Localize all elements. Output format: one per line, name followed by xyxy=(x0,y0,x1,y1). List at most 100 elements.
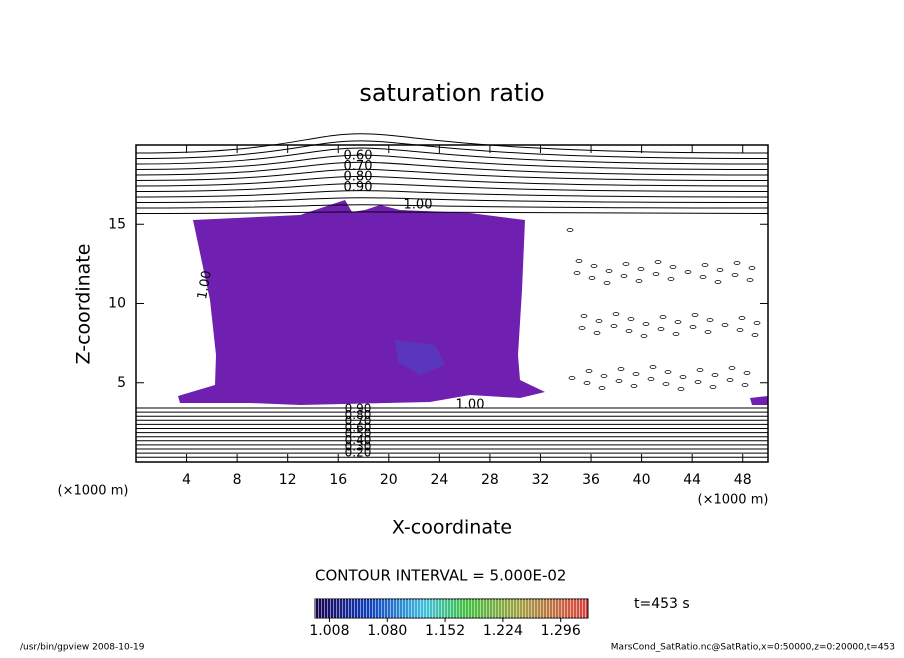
contour-label: 0.90 xyxy=(345,402,372,416)
x-tick-label: 16 xyxy=(329,472,347,488)
contour-cell xyxy=(677,387,685,391)
contour-cell xyxy=(746,278,754,282)
contour-cell xyxy=(620,274,628,278)
contour-label: 0.30 xyxy=(345,439,372,453)
contour-cell xyxy=(694,380,702,384)
contour-cell xyxy=(743,371,751,375)
contour-cell xyxy=(657,327,665,331)
contour-cell xyxy=(664,370,672,374)
contour-interval: CONTOUR INTERVAL = 5.000E-02 xyxy=(315,567,566,585)
colorbar-tick-label: 1.296 xyxy=(541,623,581,639)
x-tick-label: 12 xyxy=(279,472,297,488)
x-unit: (×1000 m) xyxy=(698,493,769,508)
x-tick-label: 32 xyxy=(532,472,550,488)
contour-label: 1.00 xyxy=(404,198,433,213)
contour-line xyxy=(135,161,769,176)
contour-cell xyxy=(622,262,630,266)
contour-cell xyxy=(632,372,640,376)
contour-cell xyxy=(578,326,586,330)
colorbar-tick-label: 1.152 xyxy=(425,623,465,639)
contour-cell xyxy=(696,368,704,372)
x-tick-label: 8 xyxy=(233,472,242,488)
contour-cell xyxy=(568,376,576,380)
contour-cell xyxy=(751,333,759,337)
contour-label: 0.60 xyxy=(344,149,373,164)
contour-cell xyxy=(642,322,650,326)
contour-cell xyxy=(679,375,687,379)
contour-cell xyxy=(731,273,739,277)
contour-label: 0.70 xyxy=(345,414,372,428)
contour-line xyxy=(135,197,769,203)
x-axis-label: X-coordinate xyxy=(392,517,512,539)
contour-cell xyxy=(654,260,662,264)
y-tick-label: 10 xyxy=(108,296,126,312)
contour-cell xyxy=(706,318,714,322)
contour-line xyxy=(135,204,769,209)
contour-cell xyxy=(637,267,645,271)
footer-right: MarsCond_SatRatio.nc@SatRatio,x=0:50000,… xyxy=(611,643,895,653)
x-tick-label: 48 xyxy=(734,472,752,488)
contour-cell xyxy=(595,319,603,323)
x-tick-label: 40 xyxy=(633,472,651,488)
x-tick-label: 36 xyxy=(582,472,600,488)
contour-label: 1.00 xyxy=(195,269,215,300)
contour-cell xyxy=(583,381,591,385)
y-tick-label: 5 xyxy=(117,375,126,391)
contour-cell xyxy=(590,264,598,268)
contour-cell xyxy=(652,272,660,276)
contour-cell xyxy=(674,320,682,324)
time-label: t=453 s xyxy=(634,596,690,612)
contour-cell xyxy=(753,321,761,325)
contour-cell xyxy=(733,261,741,265)
colorbar-tick-label: 1.080 xyxy=(367,623,407,639)
contour-label: 0.90 xyxy=(344,180,373,195)
contour-line xyxy=(135,140,769,159)
footer-left: /usr/bin/gpview 2008-10-19 xyxy=(20,643,145,653)
contour-label: 0.80 xyxy=(344,170,373,185)
contour-cell xyxy=(617,367,625,371)
contour-line xyxy=(135,190,769,198)
contour-cell xyxy=(662,382,670,386)
x-tick-label: 44 xyxy=(683,472,701,488)
contour-label: 1.00 xyxy=(456,398,485,413)
contour-cell xyxy=(716,268,724,272)
contour-line xyxy=(135,133,769,154)
contour-cell xyxy=(667,277,675,281)
contour-cell xyxy=(612,312,620,316)
contour-cell xyxy=(593,331,601,335)
contour-label: 0.70 xyxy=(344,159,373,174)
contour-label: 0.50 xyxy=(345,427,372,441)
contour-cell xyxy=(736,328,744,332)
contour-cell xyxy=(691,313,699,317)
contour-cell xyxy=(580,314,588,318)
contour-cell xyxy=(610,324,618,328)
contour-label: 0.40 xyxy=(345,433,372,447)
colorbar-stripes xyxy=(315,599,588,618)
contour-cell xyxy=(600,374,608,378)
x-tick-label: 4 xyxy=(182,472,191,488)
contour-cell xyxy=(672,332,680,336)
contour-cell xyxy=(573,271,581,275)
supersaturated-region xyxy=(750,396,768,405)
y-tick-label: 15 xyxy=(108,216,126,232)
y-axis-label: Z-coordinate xyxy=(73,244,95,365)
contour-cell xyxy=(615,379,623,383)
contour-cell xyxy=(635,279,643,283)
contour-cell xyxy=(704,330,712,334)
colorbar-tick-label: 1.008 xyxy=(309,623,349,639)
x-tick-label: 24 xyxy=(430,472,448,488)
plot-area: 0.600.700.800.901.001.001.000.900.800.70… xyxy=(135,133,769,460)
contour-cell xyxy=(689,325,697,329)
contour-cell xyxy=(598,386,606,390)
contour-cell xyxy=(630,384,638,388)
chart-title: saturation ratio xyxy=(359,79,544,107)
contour-cell xyxy=(625,329,633,333)
contour-cell xyxy=(659,315,667,319)
contour-cell xyxy=(701,263,709,267)
contour-cell xyxy=(748,266,756,270)
region-detail xyxy=(395,340,445,375)
y-unit: (×1000 m) xyxy=(58,484,129,499)
contour-cell xyxy=(566,228,574,232)
contour-cell xyxy=(726,378,734,382)
